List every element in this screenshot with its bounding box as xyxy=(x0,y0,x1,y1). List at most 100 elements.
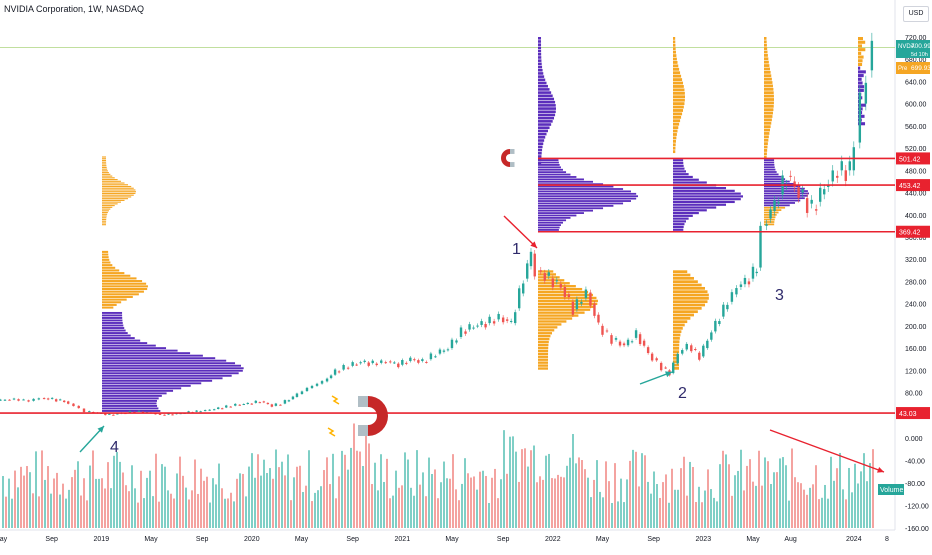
candle-body xyxy=(363,361,365,362)
profile-bar xyxy=(673,297,709,300)
time-tick-label: May xyxy=(596,536,610,543)
volume-bar xyxy=(161,464,163,528)
volume-bar xyxy=(611,503,613,528)
candle-body xyxy=(38,398,40,399)
profile-bar xyxy=(102,342,147,344)
volume-bar xyxy=(203,481,205,528)
volume-bar xyxy=(560,477,562,528)
price-tick-label: 560.00 xyxy=(905,124,927,131)
volume-bar xyxy=(26,466,28,528)
volume-bar xyxy=(29,472,31,528)
candle-body xyxy=(606,330,608,331)
candle-body xyxy=(522,283,524,293)
candle-body xyxy=(372,361,374,363)
profile-bar xyxy=(673,168,684,170)
volume-bar xyxy=(794,477,796,528)
profile-bar xyxy=(673,92,685,95)
profile-bar xyxy=(102,352,190,354)
profile-bar xyxy=(673,85,684,88)
candle-body xyxy=(718,321,720,324)
profile-bar xyxy=(764,173,779,175)
profile-bar xyxy=(673,78,682,81)
price-tick-label: 200.00 xyxy=(905,324,927,331)
candle-body xyxy=(251,404,253,405)
profile-bar xyxy=(102,264,112,266)
volume-bar xyxy=(338,476,340,528)
profile-bar xyxy=(538,364,548,366)
profile-bar xyxy=(102,202,121,203)
profile-bar xyxy=(538,297,596,299)
profile-bar xyxy=(764,209,781,211)
candle-body xyxy=(263,401,265,402)
candle-body xyxy=(88,411,90,412)
volume-bar xyxy=(347,470,349,528)
profile-bar xyxy=(673,287,705,290)
volume-bar xyxy=(515,452,517,528)
volume-bar xyxy=(254,478,256,528)
volume-bar xyxy=(698,487,700,528)
price-tick-label: 400.00 xyxy=(905,213,927,220)
volume-bar xyxy=(392,496,394,528)
profile-bar xyxy=(764,221,774,223)
magnet-icon xyxy=(358,396,388,436)
candle-body xyxy=(13,399,15,400)
time-tick-label: May xyxy=(0,536,8,543)
time-tick-label: 2023 xyxy=(696,536,712,543)
candle-body xyxy=(593,304,595,316)
candle-body xyxy=(677,354,679,364)
profile-bar xyxy=(102,377,223,379)
volume-bar xyxy=(86,500,88,528)
profile-bar xyxy=(538,139,544,142)
profile-bar xyxy=(102,170,108,171)
volume-bar xyxy=(440,482,442,528)
profile-bar xyxy=(102,222,106,223)
volume-bar xyxy=(308,450,310,528)
volume-bar xyxy=(206,477,208,528)
volume-bar xyxy=(566,466,568,528)
candle-body xyxy=(789,176,791,177)
candle-body xyxy=(67,401,69,403)
profile-bar xyxy=(858,56,864,59)
candle-body xyxy=(447,349,449,350)
volume-bar xyxy=(788,501,790,528)
volume-bar xyxy=(20,467,22,528)
profile-bar xyxy=(673,126,678,129)
volume-bar xyxy=(551,478,553,528)
profile-bar xyxy=(673,190,735,192)
volume-bar xyxy=(305,486,307,528)
profile-bar xyxy=(673,324,685,327)
volume-bar xyxy=(383,482,385,528)
profile-bar xyxy=(102,181,121,182)
candle-body xyxy=(43,398,45,399)
profile-bar xyxy=(673,40,675,43)
candle-body xyxy=(326,379,328,382)
profile-bar xyxy=(538,169,563,171)
candle-body xyxy=(735,288,737,294)
volume-bar xyxy=(476,490,478,528)
candle-body xyxy=(580,302,582,304)
magnet-tip xyxy=(358,425,368,436)
candle-body xyxy=(430,354,432,360)
profile-bar xyxy=(538,40,541,43)
profile-bar xyxy=(538,50,541,53)
volume-tick-label: 0.000 xyxy=(905,436,923,443)
candle-body xyxy=(239,405,241,406)
profile-bar xyxy=(673,95,685,98)
volume-bar xyxy=(431,474,433,528)
volume-bar xyxy=(179,457,181,528)
volume-bar xyxy=(518,482,520,528)
volume-bar xyxy=(251,453,253,528)
currency-button[interactable]: USD xyxy=(903,6,929,22)
volume-bar xyxy=(641,453,643,528)
profile-bar xyxy=(102,380,212,382)
volume-bar xyxy=(194,460,196,528)
volume-bar xyxy=(713,498,715,528)
profile-bar xyxy=(102,259,109,261)
profile-bar xyxy=(102,330,126,332)
profile-bar xyxy=(102,221,106,222)
volume-bar xyxy=(92,450,94,528)
volume-bar xyxy=(545,456,547,528)
profile-bar xyxy=(102,156,106,157)
